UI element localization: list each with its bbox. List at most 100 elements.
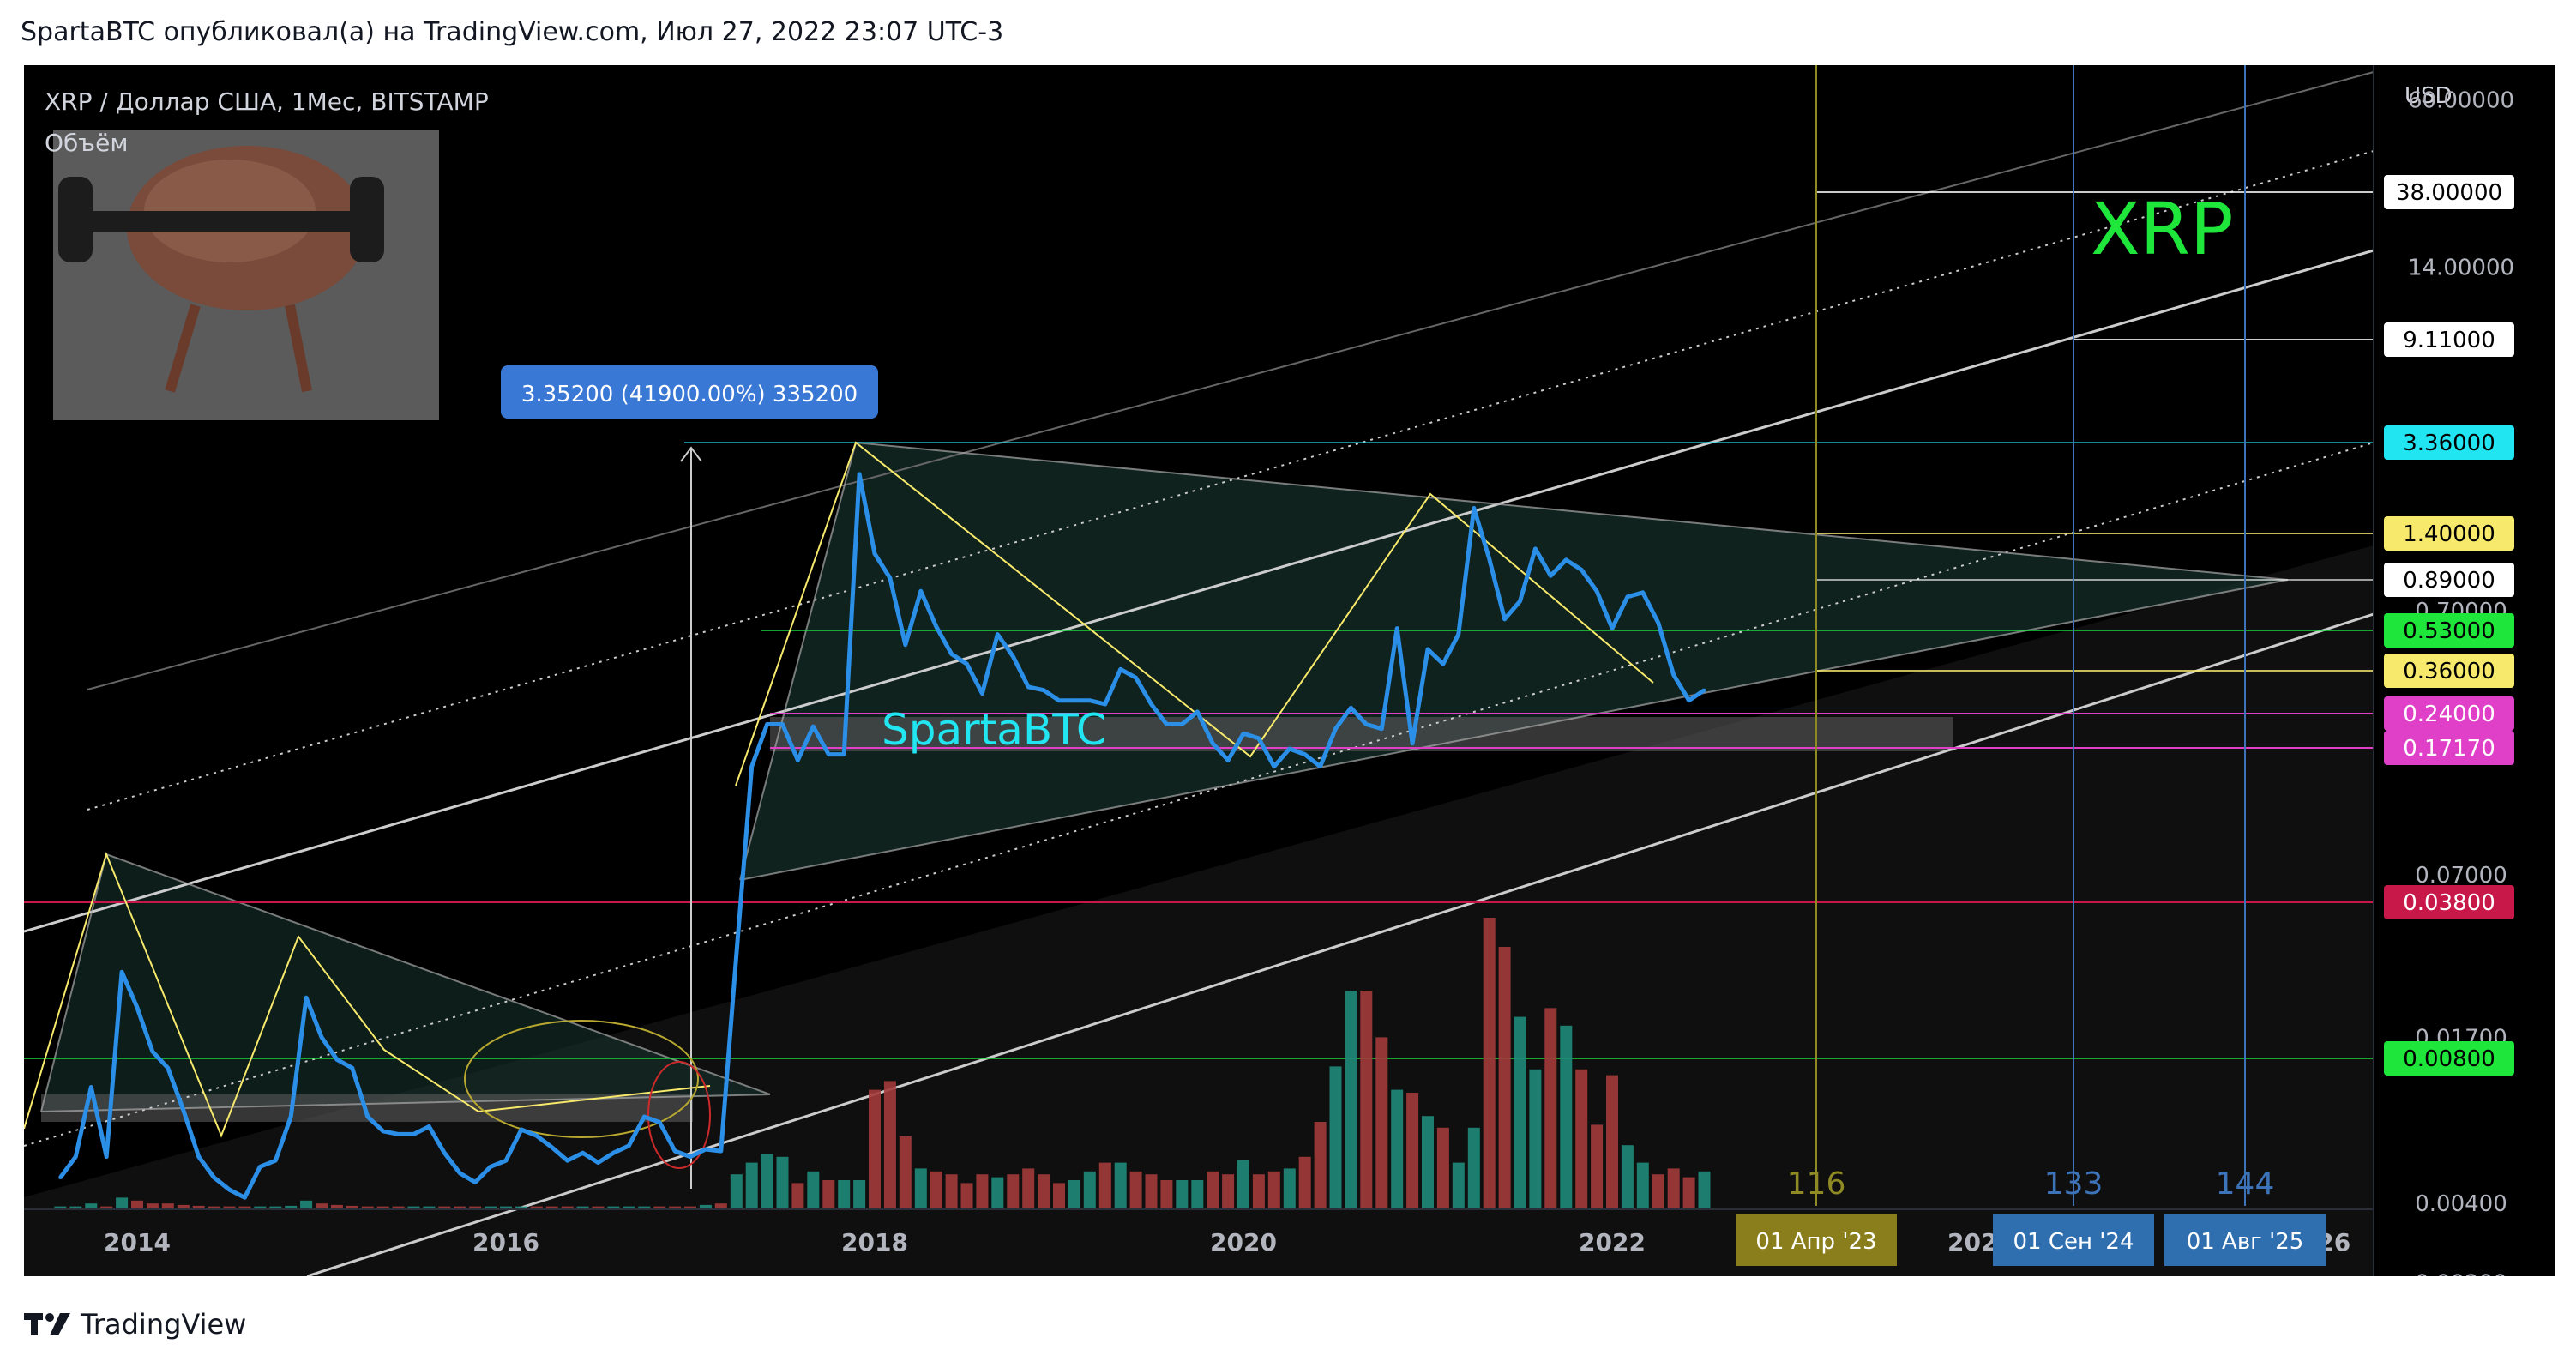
volume-bar-2020-02 (1252, 1174, 1265, 1209)
price-point-2022-01 (1610, 626, 1614, 630)
price-tag-box (2384, 516, 2514, 551)
volume-bar-2017-09 (807, 1171, 820, 1209)
time-axis[interactable]: 201420162018202020222024026 (104, 1228, 2350, 1257)
volume-bar-2019-09 (1176, 1180, 1189, 1209)
price-point-2015-05 (381, 1129, 385, 1133)
volume-bar-2016-06 (576, 1206, 589, 1209)
price-point-2013-12 (120, 970, 124, 974)
price-point-2020-05 (1303, 752, 1307, 756)
price-point-2018-09 (996, 632, 1000, 636)
price-point-2021-07 (1518, 600, 1522, 603)
x-tick-label: 2014 (104, 1228, 171, 1257)
price-point-2017-08 (796, 758, 800, 762)
price-tag-0.89000: 0.89000 (2384, 563, 2514, 597)
volume-bar-2014-01 (131, 1200, 143, 1209)
price-point-2020-06 (1318, 764, 1322, 768)
triangle-2014-shade (41, 854, 770, 1112)
price-tag-0.24000: 0.24000 (2384, 696, 2514, 731)
price-tag-box (2384, 613, 2514, 648)
price-point-2019-02 (1072, 698, 1076, 702)
fib-count-116: 116 (1787, 1166, 1846, 1202)
price-point-2021-01 (1426, 648, 1429, 651)
price-point-2017-03 (719, 1149, 723, 1154)
volume-bar-2014-08 (238, 1206, 251, 1209)
price-point-2014-09 (258, 1165, 262, 1169)
price-point-2017-05 (749, 764, 754, 768)
price-point-2020-02 (1256, 736, 1261, 740)
price-tag-3.36000: 3.36000 (2384, 425, 2514, 460)
volume-bar-2021-03 (1452, 1162, 1465, 1209)
price-point-2019-01 (1057, 698, 1061, 702)
x-tick-label: 2016 (472, 1228, 539, 1257)
support-zone-2019 (770, 717, 1953, 751)
price-point-2018-06 (949, 652, 954, 656)
volume-bar-2020-06 (1314, 1122, 1327, 1209)
volume-bar-2017-01 (684, 1206, 696, 1209)
price-point-2017-01 (689, 1154, 692, 1159)
price-point-2022-02 (1625, 594, 1629, 599)
price-point-2020-11 (1395, 626, 1399, 630)
price-point-2021-03 (1456, 632, 1460, 636)
xrp-price-chart[interactable]: XRP / Доллар США, 1Мес, BITSTAMP Объём 3… (23, 65, 2555, 1297)
volume-bar-2018-08 (976, 1174, 989, 1209)
price-point-2022-06 (1687, 698, 1691, 702)
price-tag-box (2384, 696, 2514, 731)
price-point-2019-09 (1180, 722, 1184, 726)
price-point-2021-04 (1472, 506, 1476, 510)
volume-bar-2018-04 (914, 1168, 927, 1209)
price-point-2019-04 (1103, 702, 1107, 706)
price-point-2015-01 (320, 1035, 323, 1040)
price-point-2013-11 (105, 1154, 109, 1159)
date-marker-label: 01 Сен '24 (2013, 1229, 2134, 1255)
price-point-2020-04 (1287, 747, 1291, 750)
price-tag-text: 38.00000 (2396, 180, 2502, 206)
price-point-2021-08 (1533, 546, 1538, 551)
price-point-2017-10 (827, 752, 831, 756)
price-point-2016-02 (519, 1128, 523, 1131)
price-point-2015-09 (442, 1151, 447, 1155)
price-point-2022-05 (1671, 672, 1676, 677)
volume-bar-2017-11 (838, 1180, 851, 1209)
price-point-2020-01 (1242, 732, 1245, 736)
volume-bar-2015-07 (407, 1206, 420, 1209)
tradingview-footer[interactable]: TradingView (24, 1304, 246, 1345)
price-point-2018-12 (1042, 688, 1046, 692)
x-tick-label: 2020 (1210, 1228, 1277, 1257)
volume-bar-2014-09 (254, 1206, 267, 1209)
price-point-2017-12 (858, 472, 862, 476)
volume-bar-2019-08 (1160, 1180, 1173, 1209)
volume-bar-2016-04 (545, 1206, 558, 1209)
volume-bar-2013-09 (69, 1206, 82, 1209)
price-point-2019-12 (1226, 758, 1231, 762)
volume-bar-2014-03 (161, 1203, 174, 1209)
volume-bar-2019-06 (1129, 1171, 1142, 1209)
price-tag-0.17170: 0.17170 (2384, 731, 2514, 765)
volume-bar-2016-12 (669, 1206, 682, 1209)
price-tag-0.03800: 0.03800 (2384, 885, 2514, 919)
volume-bar-2015-08 (423, 1206, 436, 1209)
volume-bar-2015-02 (330, 1204, 343, 1209)
price-point-2017-06 (765, 722, 769, 726)
chart-panel[interactable]: XRP / Доллар США, 1Мес, BITSTAMP Объём 3… (23, 65, 2555, 1297)
price-point-2018-04 (918, 589, 923, 594)
volume-bar-2015-04 (361, 1206, 374, 1209)
price-point-2021-12 (1595, 589, 1599, 594)
volume-bar-2013-08 (54, 1206, 67, 1209)
volume-bar-2015-03 (346, 1205, 358, 1209)
volume-bar-2022-02 (1621, 1145, 1634, 1209)
price-point-2018-01 (873, 551, 876, 556)
price-point-2013-08 (58, 1176, 63, 1179)
price-tag-text: 0.36000 (2403, 659, 2495, 684)
price-point-2016-03 (534, 1134, 539, 1138)
volume-bar-2018-11 (1022, 1168, 1035, 1209)
x-tick-label: 2018 (841, 1228, 908, 1257)
date-markers: 01 Апр '23 01 Сен '24 01 Авг '25 (1736, 1214, 2326, 1266)
volume-bar-2016-09 (623, 1206, 635, 1209)
price-tag-text: 0.00800 (2403, 1046, 2495, 1072)
y-tick-label: 0.00200 (2415, 1271, 2507, 1276)
price-tag-box (2384, 322, 2514, 357)
volume-bar-2014-10 (269, 1206, 282, 1209)
volume-bar-2022-04 (1652, 1174, 1664, 1209)
volume-bar-2016-07 (592, 1206, 605, 1209)
volume-bar-2015-01 (316, 1203, 328, 1209)
